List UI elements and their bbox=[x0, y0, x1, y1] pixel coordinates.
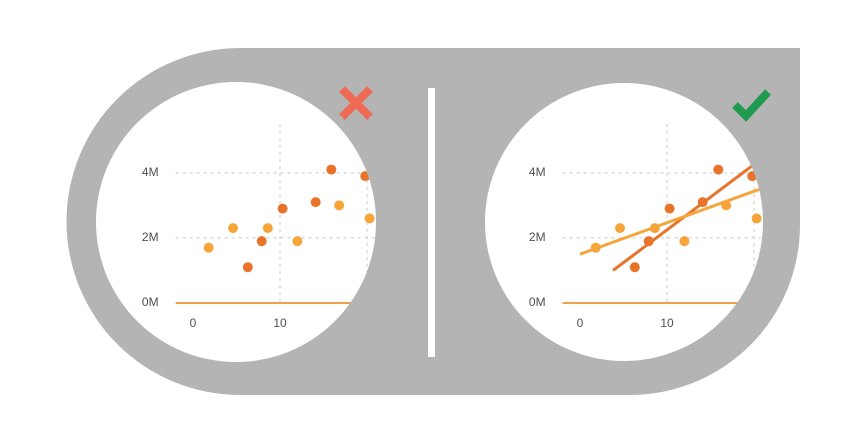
point bbox=[590, 242, 601, 253]
point bbox=[713, 164, 724, 175]
point bbox=[721, 200, 732, 211]
y-tick-label: 2M bbox=[529, 230, 546, 244]
point bbox=[256, 236, 267, 247]
point bbox=[242, 262, 253, 273]
point bbox=[364, 213, 375, 224]
point bbox=[203, 242, 214, 253]
x-tick-label: 0 bbox=[577, 316, 584, 330]
point bbox=[292, 236, 303, 247]
point bbox=[277, 203, 288, 214]
point bbox=[697, 197, 708, 208]
point bbox=[326, 164, 337, 175]
point bbox=[664, 203, 675, 214]
divider bbox=[428, 88, 435, 357]
y-tick-label: 2M bbox=[142, 230, 159, 244]
point bbox=[751, 213, 762, 224]
y-tick-label: 0M bbox=[529, 295, 546, 309]
check-icon bbox=[732, 89, 771, 122]
x-tick-label: 10 bbox=[273, 316, 287, 330]
y-tick-label: 0M bbox=[142, 295, 159, 309]
point bbox=[629, 262, 640, 273]
point bbox=[615, 223, 626, 234]
x-tick-label: 0 bbox=[190, 316, 197, 330]
x-tick-label: 10 bbox=[660, 316, 674, 330]
point bbox=[228, 223, 239, 234]
trend-line bbox=[579, 187, 761, 256]
point bbox=[679, 236, 690, 247]
point bbox=[643, 236, 654, 247]
panel-right bbox=[485, 83, 763, 361]
point bbox=[262, 223, 273, 234]
point bbox=[649, 223, 660, 234]
y-tick-label: 4M bbox=[142, 165, 159, 179]
cross-icon bbox=[339, 86, 373, 120]
point bbox=[310, 197, 321, 208]
panel-wrong bbox=[96, 82, 376, 362]
y-tick-label: 4M bbox=[529, 165, 546, 179]
chart-right: 0M2M4M01020 bbox=[529, 124, 763, 330]
point bbox=[334, 200, 345, 211]
